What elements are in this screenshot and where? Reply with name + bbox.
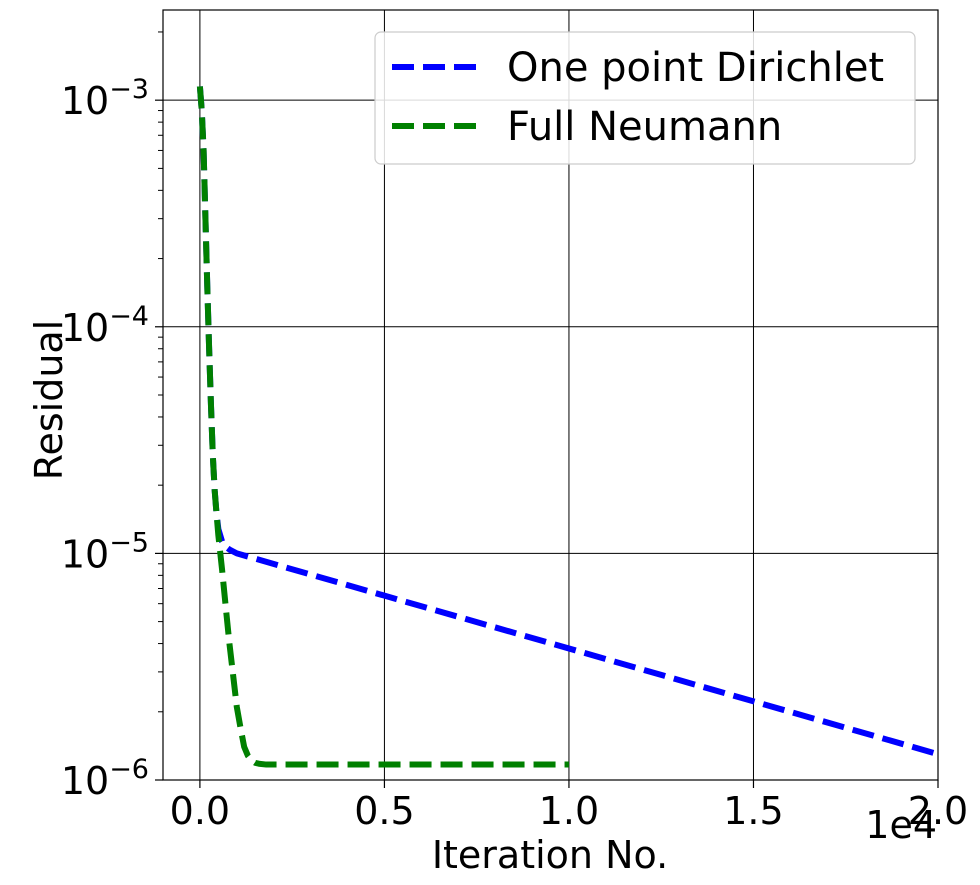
x-tick-label: 1.0 bbox=[539, 789, 599, 833]
legend: One point Dirichlet Full Neumann bbox=[374, 31, 916, 165]
y-axis-label: Residual bbox=[27, 320, 71, 480]
y-tick-label: 10−6 bbox=[61, 754, 149, 803]
legend-label-one-point-dirichlet: One point Dirichlet bbox=[507, 45, 884, 91]
series-line-full-neumann bbox=[196, 86, 569, 768]
x-axis-offset-label: 1e4 bbox=[865, 803, 937, 847]
x-tick-label: 1.5 bbox=[723, 789, 783, 833]
y-axis-ticks: 10−6 10−5 10−4 10−3 bbox=[61, 74, 163, 803]
x-axis-ticks: 0.0 0.5 1.0 1.5 2.0 bbox=[170, 780, 968, 833]
x-tick-label: 0.0 bbox=[170, 789, 230, 833]
plot-frame bbox=[162, 9, 939, 781]
minor-ticks bbox=[158, 31, 163, 713]
x-tick-label: 0.5 bbox=[354, 789, 414, 833]
y-tick-label: 10−5 bbox=[61, 527, 149, 576]
legend-label-full-neumann: Full Neumann bbox=[507, 104, 782, 150]
x-tick-label: 2.0 bbox=[908, 789, 968, 833]
x-axis-label: Iteration No. bbox=[432, 833, 668, 877]
y-tick-label: 10−4 bbox=[61, 301, 149, 350]
y-tick-label: 10−3 bbox=[61, 74, 149, 123]
legend-box bbox=[374, 31, 916, 165]
series-layer bbox=[196, 86, 938, 768]
